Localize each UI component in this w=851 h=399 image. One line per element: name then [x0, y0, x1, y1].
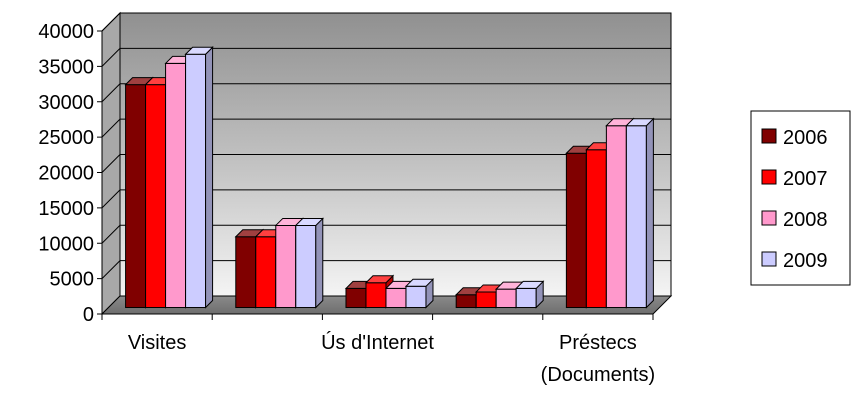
bar-side — [315, 217, 324, 309]
bar-front — [255, 236, 277, 309]
bar-top — [184, 46, 214, 55]
x-tick-label: Préstecs — [559, 332, 637, 354]
bar-top — [514, 280, 545, 289]
bar-front — [295, 224, 317, 309]
legend-swatch — [761, 169, 777, 185]
bar — [294, 217, 324, 309]
bar-top — [404, 278, 435, 287]
y-tick-label: 0 — [83, 304, 94, 326]
plot-axes: 0 5000 10000 15000 20000 25000 30000 35000 40000… — [38, 21, 655, 386]
x-tick-label: Ús d'Internet — [321, 331, 434, 354]
bar-side — [205, 46, 214, 309]
gridline-side — [101, 260, 121, 279]
y-tick-label: 30000 — [38, 92, 94, 114]
bar-front — [565, 152, 587, 309]
bar — [184, 46, 214, 309]
gridline-side — [101, 48, 121, 67]
bar-front — [185, 53, 207, 309]
y-tick-label: 25000 — [38, 127, 94, 149]
bar-front — [625, 125, 647, 309]
y-tick-label: 10000 — [38, 233, 94, 255]
bar-front — [455, 294, 477, 309]
legend-label: 2008 — [783, 209, 828, 231]
legend-item: 2006 — [761, 127, 828, 149]
bar-front — [475, 291, 497, 309]
gridline-side — [101, 224, 121, 244]
gridline-side — [101, 118, 121, 138]
gridline-side — [101, 154, 121, 173]
bar-front — [275, 224, 297, 309]
bar-top — [364, 275, 395, 284]
gridline-side — [101, 12, 121, 32]
legend-item: 2007 — [761, 168, 828, 190]
bar-top — [294, 217, 324, 226]
bar-front — [405, 285, 427, 309]
y-tick-label: 35000 — [38, 56, 94, 78]
bar — [514, 280, 545, 309]
bar-front — [385, 287, 407, 309]
bar-front — [345, 287, 367, 309]
y-tick-label: 20000 — [38, 163, 94, 185]
bar-front — [165, 62, 187, 309]
bar-front — [235, 236, 257, 309]
gridline-side — [101, 83, 121, 103]
legend-label: 2009 — [783, 250, 828, 272]
bar — [625, 117, 655, 309]
legend-label: 2006 — [783, 127, 828, 149]
bar-front — [145, 84, 167, 309]
bar-front — [125, 84, 147, 309]
plot-background — [100, 11, 673, 316]
gridline-side — [101, 189, 121, 209]
bar-front — [495, 288, 517, 309]
bar-front — [605, 125, 627, 309]
legend: 2006 2007 2008 2009 — [750, 110, 851, 286]
bar-side — [645, 117, 654, 309]
bar-front — [515, 287, 537, 309]
bar-top — [625, 118, 655, 127]
legend-swatch — [761, 210, 777, 226]
legend-swatch — [761, 128, 777, 144]
bar-front — [585, 149, 607, 309]
legend-item: 2009 — [761, 250, 828, 272]
plot-bars — [124, 46, 655, 309]
x-tick-label: Visites — [128, 332, 187, 354]
legend-swatch — [761, 251, 777, 267]
bar-front — [365, 282, 387, 309]
y-tick-label: 15000 — [38, 198, 94, 220]
y-tick-label: 40000 — [38, 21, 94, 43]
legend-item: 2008 — [761, 209, 828, 231]
legend-label: 2007 — [783, 168, 828, 190]
bar — [404, 278, 435, 309]
y-tick-label: 5000 — [50, 269, 95, 291]
x-tick-label: (Documents) — [541, 364, 655, 386]
